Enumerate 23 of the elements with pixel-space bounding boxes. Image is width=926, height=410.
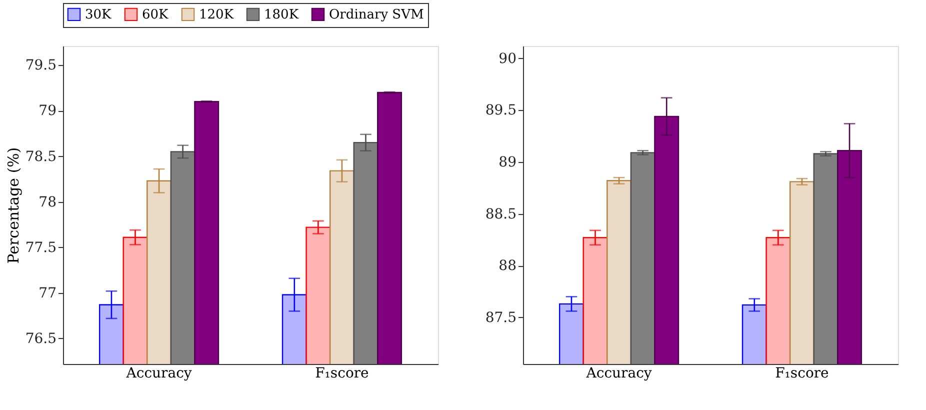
y-tick-label: 87.5 — [485, 310, 516, 326]
y-tick-label: 77.5 — [25, 240, 56, 256]
y-tick-label: 79 — [38, 103, 56, 120]
y-axis-title: Percentage (%) — [4, 147, 22, 264]
y-tick-label: 78 — [38, 194, 56, 210]
x-tick-label: F₁score — [315, 366, 369, 382]
legend-label: 120K — [199, 7, 234, 22]
y-tick-label: 89.5 — [485, 102, 516, 119]
legend-label: Ordinary SVM — [329, 7, 424, 22]
x-tick-label: F₁score — [775, 366, 829, 382]
y-tick-label: 77 — [38, 285, 56, 302]
y-tick-label: 88.5 — [485, 206, 516, 222]
y-tick-label: 89 — [498, 154, 516, 171]
legend-label: 180K — [264, 7, 299, 22]
legend-label: 60K — [142, 7, 169, 22]
y-tick-label: 79.5 — [25, 58, 56, 74]
y-tick-label: 88 — [498, 258, 516, 274]
legend-label: 30K — [85, 7, 112, 22]
y-tick-label: 78.5 — [25, 148, 56, 165]
x-tick-label: Accuracy — [585, 366, 652, 382]
x-tick-label: Accuracy — [125, 366, 192, 382]
y-tick-label: 90 — [498, 50, 516, 67]
y-tick-label: 76.5 — [25, 330, 56, 347]
